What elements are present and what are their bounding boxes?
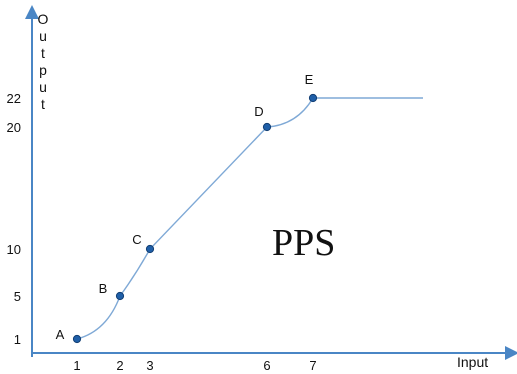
point-label-a: A <box>56 327 65 342</box>
x-tick-label: 2 <box>116 358 123 373</box>
y-tick-label: 22 <box>7 91 21 106</box>
y-tick-label: 20 <box>7 120 21 135</box>
data-point-d <box>262 122 272 132</box>
y-tick-label: 10 <box>7 242 21 257</box>
x-tick-label: 6 <box>263 358 270 373</box>
x-tick-label: 1 <box>73 358 80 373</box>
pps-annotation: PPS <box>272 222 335 264</box>
data-point-b <box>115 291 125 301</box>
y-axis-title-letter: p <box>39 62 47 78</box>
y-tick-label: 5 <box>14 289 21 304</box>
tick-labels: 1 2 3 6 7 1 5 10 20 22 <box>7 91 317 373</box>
y-tick-label: 1 <box>14 332 21 347</box>
y-axis-title-letter: t <box>41 96 45 112</box>
point-label-d: D <box>254 104 263 119</box>
data-point-e <box>308 93 318 103</box>
y-axis-title-letter: O <box>38 11 49 27</box>
y-axis-title-letter: u <box>39 28 47 44</box>
data-point-c <box>145 244 155 254</box>
point-label-c: C <box>132 232 141 247</box>
y-axis-title-letter: u <box>39 79 47 95</box>
point-label-b: B <box>99 281 108 296</box>
point-label-e: E <box>305 72 314 87</box>
data-points: A B C D E <box>56 72 318 344</box>
y-axis-title-letter: t <box>41 45 45 61</box>
x-tick-label: 7 <box>309 358 316 373</box>
x-axis-title: Input <box>457 354 488 370</box>
pps-curve <box>76 97 423 340</box>
data-point-a <box>72 334 82 344</box>
x-tick-label: 3 <box>146 358 153 373</box>
